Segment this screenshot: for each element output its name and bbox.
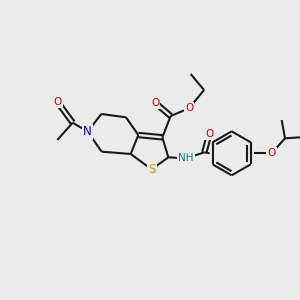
Text: O: O [205, 129, 214, 139]
Text: N: N [83, 125, 92, 138]
Text: S: S [148, 163, 155, 176]
Text: O: O [53, 97, 61, 107]
Text: O: O [185, 103, 193, 113]
Text: O: O [151, 98, 159, 108]
Text: NH: NH [178, 153, 194, 163]
Text: O: O [268, 148, 276, 158]
